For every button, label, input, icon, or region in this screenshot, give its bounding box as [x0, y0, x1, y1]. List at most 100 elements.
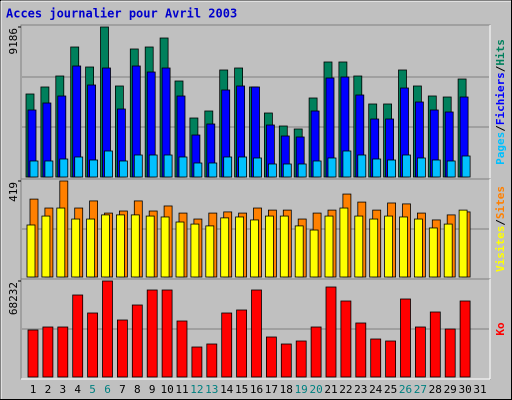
- chart-title: Acces journalier pour Avril 2003: [6, 7, 237, 21]
- legend-separator: /: [494, 219, 507, 226]
- x-tick-label: 27: [414, 383, 427, 396]
- x-tick-label: 11: [175, 383, 188, 396]
- x-tick-label: 18: [280, 383, 293, 396]
- bar: [190, 223, 200, 278]
- bar: [86, 218, 95, 278]
- x-tick-label: 5: [89, 383, 96, 396]
- bar: [119, 160, 128, 178]
- bar: [324, 215, 334, 278]
- x-tick-label: 16: [250, 383, 263, 396]
- legend: Visites/Sites: [494, 186, 507, 272]
- bar: [161, 289, 173, 378]
- legend-separator: /: [494, 125, 507, 132]
- bar: [102, 280, 113, 378]
- x-tick-label: 1: [30, 383, 37, 396]
- bar: [443, 223, 453, 278]
- bar: [74, 156, 84, 178]
- x-tick-label: 28: [429, 383, 442, 396]
- bar: [295, 340, 307, 378]
- bar: [354, 215, 364, 278]
- bar: [264, 215, 274, 278]
- bar: [387, 159, 397, 178]
- bar: [294, 225, 304, 278]
- bar: [235, 216, 245, 278]
- x-tick-label: 29: [444, 383, 457, 396]
- bar: [220, 217, 230, 278]
- y-max-label: 419: [7, 182, 20, 202]
- bar: [461, 155, 471, 178]
- bar: [413, 218, 423, 278]
- bar: [104, 150, 113, 178]
- legend-separator: /: [494, 65, 507, 72]
- x-tick-label: 13: [205, 383, 218, 396]
- bar: [431, 159, 441, 178]
- bar: [191, 346, 203, 378]
- bar: [297, 163, 307, 178]
- x-tick-label: 9: [149, 383, 156, 396]
- bar: [339, 207, 349, 278]
- bar: [446, 160, 456, 178]
- bar: [206, 343, 218, 378]
- y-max-label: 68232: [7, 282, 20, 315]
- bar: [267, 163, 277, 178]
- x-tick-label: 19: [295, 383, 308, 396]
- x-tick-label: 7: [119, 383, 126, 396]
- bar: [399, 216, 408, 278]
- bar: [145, 215, 155, 278]
- bar: [42, 326, 54, 378]
- bar: [44, 160, 54, 178]
- bar: [71, 218, 81, 278]
- bar: [148, 154, 158, 178]
- bar: [208, 162, 218, 178]
- bar: [146, 289, 158, 378]
- bar: [26, 224, 36, 278]
- bar: [402, 154, 411, 178]
- bar: [414, 326, 426, 378]
- bar: [131, 304, 143, 378]
- bar: [384, 215, 394, 278]
- x-tick-label: 26: [399, 383, 412, 396]
- bar: [369, 218, 379, 278]
- legend-entry: Hits: [494, 39, 507, 66]
- x-tick-label: 6: [104, 383, 111, 396]
- bar: [41, 215, 51, 278]
- bar: [459, 300, 471, 378]
- bar: [101, 214, 110, 278]
- x-tick-label: 31: [473, 383, 486, 396]
- bar: [429, 311, 441, 378]
- bar: [282, 163, 292, 178]
- legend-entry: Pages: [494, 132, 507, 165]
- bar: [116, 214, 125, 278]
- x-tick-label: 14: [220, 383, 234, 396]
- bar: [250, 219, 259, 278]
- bar: [238, 156, 248, 178]
- bar: [57, 326, 69, 378]
- bar: [280, 343, 292, 378]
- bar: [416, 157, 426, 178]
- legend-entry: Sites: [494, 186, 507, 219]
- x-tick-label: 10: [160, 383, 173, 396]
- x-tick-label: 3: [59, 383, 66, 396]
- x-tick-label: 2: [45, 383, 52, 396]
- bar: [205, 225, 215, 278]
- bar: [72, 294, 84, 378]
- x-tick-label: 24: [369, 383, 383, 396]
- bar: [133, 154, 143, 178]
- bar: [27, 329, 39, 378]
- legend-entry: Ko: [494, 322, 507, 336]
- bar: [178, 156, 188, 178]
- bar: [342, 150, 352, 178]
- bar: [372, 158, 382, 178]
- legend-entry: Visites: [494, 226, 507, 272]
- bar: [327, 157, 337, 178]
- bar: [340, 300, 352, 378]
- legend-entry: Fichiers: [494, 72, 507, 125]
- x-tick-label: 12: [190, 383, 203, 396]
- bar: [117, 319, 128, 378]
- bar: [444, 328, 456, 378]
- bar: [400, 298, 411, 378]
- x-tick-label: 8: [134, 383, 141, 396]
- bar: [130, 214, 140, 278]
- bar: [87, 312, 98, 378]
- bar: [385, 340, 397, 378]
